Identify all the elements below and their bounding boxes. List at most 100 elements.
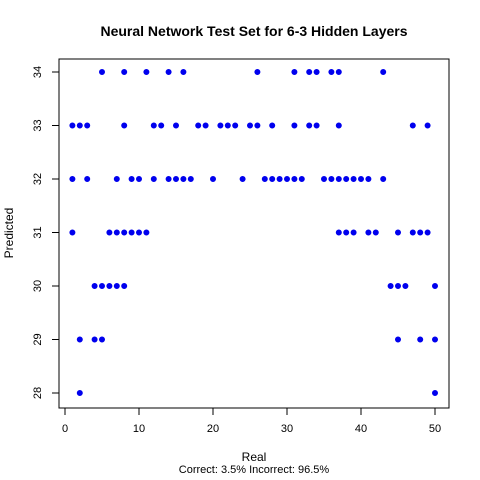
accuracy-caption: Correct: 3.5% Incorrect: 96.5% — [179, 464, 330, 476]
data-point — [417, 336, 424, 343]
data-point — [143, 69, 150, 76]
plot-frame — [58, 58, 450, 409]
data-point — [372, 229, 379, 236]
y-tick-label: 31 — [32, 226, 44, 238]
data-point — [343, 229, 350, 236]
data-point — [424, 122, 431, 129]
x-axis-label: Real — [242, 450, 267, 464]
data-point — [350, 229, 357, 236]
data-point — [291, 122, 298, 129]
data-point — [283, 175, 290, 182]
x-tick-label: 0 — [62, 423, 68, 435]
data-point — [306, 122, 313, 129]
data-point — [387, 282, 394, 289]
data-point — [417, 229, 424, 236]
data-point — [172, 122, 179, 129]
x-tick-label: 50 — [429, 423, 441, 435]
data-point — [180, 175, 187, 182]
data-point — [150, 122, 157, 129]
data-point — [224, 122, 231, 129]
data-point — [269, 122, 276, 129]
data-point — [76, 389, 83, 396]
data-point — [187, 175, 194, 182]
data-point — [380, 175, 387, 182]
data-point — [365, 229, 372, 236]
data-point — [165, 175, 172, 182]
data-point — [91, 282, 98, 289]
data-point — [313, 69, 320, 76]
data-point — [121, 69, 128, 76]
y-axis: 28 29 30 31 32 33 34 — [32, 66, 59, 399]
data-point — [276, 175, 283, 182]
data-point — [269, 175, 276, 182]
data-point — [84, 175, 91, 182]
data-point — [209, 175, 216, 182]
data-point — [431, 336, 438, 343]
data-point — [121, 282, 128, 289]
data-point — [69, 229, 76, 236]
data-point — [320, 175, 327, 182]
data-point — [143, 229, 150, 236]
data-point — [291, 69, 298, 76]
data-point — [343, 175, 350, 182]
y-tick-label: 28 — [32, 387, 44, 399]
data-point — [431, 282, 438, 289]
data-point — [69, 122, 76, 129]
data-point — [335, 69, 342, 76]
x-axis: 0 10 20 30 40 50 — [62, 408, 441, 435]
data-point — [409, 122, 416, 129]
y-tick-label: 29 — [32, 333, 44, 345]
data-point — [150, 175, 157, 182]
x-tick-label: 40 — [355, 423, 367, 435]
x-tick-label: 30 — [281, 423, 293, 435]
data-point — [113, 229, 120, 236]
data-point — [128, 175, 135, 182]
data-point — [172, 175, 179, 182]
data-point — [195, 122, 202, 129]
data-point — [165, 69, 172, 76]
data-point — [328, 175, 335, 182]
data-point — [91, 336, 98, 343]
x-tick-label: 10 — [133, 423, 145, 435]
data-point — [350, 175, 357, 182]
data-point — [232, 122, 239, 129]
data-point — [121, 122, 128, 129]
data-point — [217, 122, 224, 129]
data-point — [409, 229, 416, 236]
data-point — [313, 122, 320, 129]
data-point — [135, 229, 142, 236]
data-point — [84, 122, 91, 129]
data-point — [365, 175, 372, 182]
data-point — [335, 229, 342, 236]
data-point — [121, 229, 128, 236]
chart-title: Neural Network Test Set for 6-3 Hidden L… — [100, 23, 407, 39]
data-point — [239, 175, 246, 182]
data-point — [298, 175, 305, 182]
data-point — [99, 336, 106, 343]
y-tick-label: 33 — [32, 119, 44, 131]
data-point — [246, 122, 253, 129]
data-point — [394, 336, 401, 343]
data-point — [113, 175, 120, 182]
data-point — [76, 336, 83, 343]
data-point — [76, 122, 83, 129]
data-point — [106, 229, 113, 236]
y-tick-label: 34 — [32, 66, 44, 78]
data-point — [106, 282, 113, 289]
data-point — [335, 122, 342, 129]
data-point — [158, 122, 165, 129]
data-point — [254, 69, 261, 76]
data-point — [402, 282, 409, 289]
data-point — [306, 69, 313, 76]
data-points — [69, 69, 438, 396]
data-point — [357, 175, 364, 182]
data-point — [424, 229, 431, 236]
data-point — [128, 229, 135, 236]
data-point — [69, 175, 76, 182]
data-point — [254, 122, 261, 129]
data-point — [431, 389, 438, 396]
data-point — [394, 229, 401, 236]
data-point — [99, 69, 106, 76]
data-point — [113, 282, 120, 289]
data-point — [328, 69, 335, 76]
